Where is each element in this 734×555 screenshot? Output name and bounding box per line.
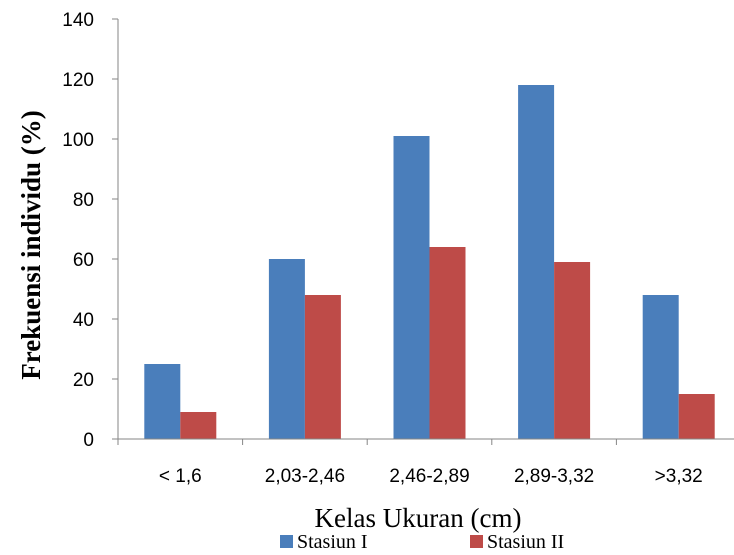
bar-1-5 [642,295,679,439]
y-tick-label: 80 [73,190,94,211]
bar-1-1 [144,364,181,439]
y-tick-label: 100 [62,130,94,151]
legend-label-2: Stasiun II [487,531,564,553]
x-tick-label: >3,32 [655,466,703,487]
legend-label-1: Stasiun I [297,531,368,553]
x-tick-label: < 1,6 [159,466,202,487]
x-tick-label: 2,46-2,89 [389,466,469,487]
y-tick-label: 0 [83,430,94,451]
y-tick-label: 40 [73,310,94,331]
legend-swatch-2 [470,535,483,548]
y-tick-label: 20 [73,370,94,391]
bar-2-4 [554,262,591,439]
legend-swatch-1 [280,535,293,548]
x-tick-label: 2,03-2,46 [265,466,345,487]
bar-2-5 [678,394,715,439]
bars-group [144,85,715,439]
x-axis-title: Kelas Ukuran (cm) [315,503,522,533]
legend: Stasiun I Stasiun II [280,531,564,553]
bar-1-2 [268,259,305,439]
y-axis-ticks: 0 20 40 60 80 100 120 140 [62,10,118,451]
x-axis-ticks: < 1,6 2,03-2,46 2,46-2,89 2,89-3,32 >3,32 [117,439,703,487]
y-axis-title: Frekuensi individu (%) [16,110,46,380]
x-tick-label: 2,89-3,32 [514,466,594,487]
y-tick-label: 120 [62,70,94,91]
y-tick-label: 60 [73,250,94,271]
bar-2-2 [304,295,341,439]
y-tick-label: 140 [62,10,94,31]
bar-2-1 [180,412,217,439]
bar-1-3 [393,136,430,439]
bar-2-3 [429,247,466,439]
bar-1-4 [518,85,555,439]
